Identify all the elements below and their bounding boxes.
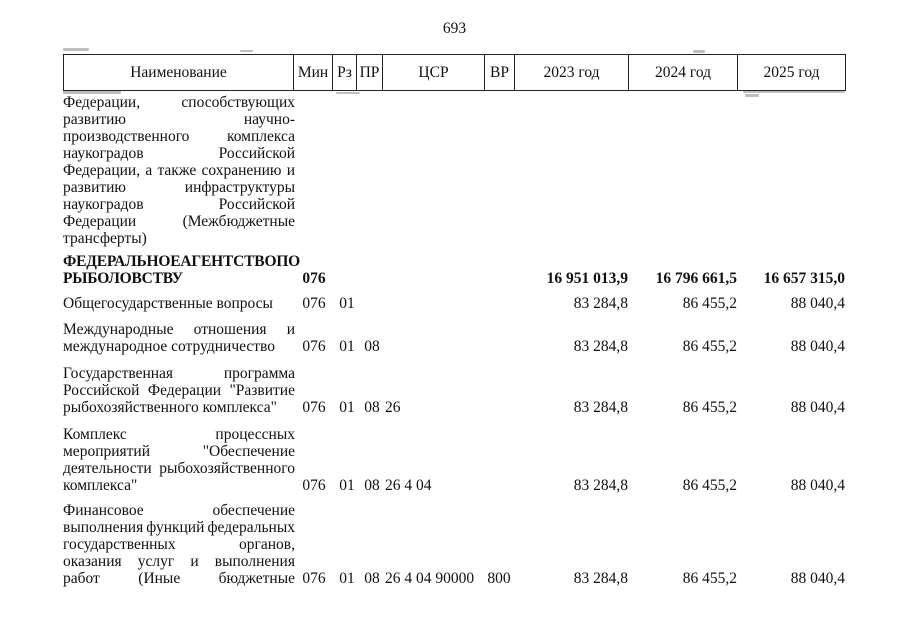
row-name-line: Комплекс процессных xyxy=(63,426,295,443)
cell-2023: 83 284,8 xyxy=(573,295,628,312)
header-cell-2023: 2023 год xyxy=(514,55,628,90)
cell-min: 076 xyxy=(302,338,326,355)
row-name-line: ФЕДЕРАЛЬНОЕ АГЕНТСТВО ПО xyxy=(63,253,301,270)
cell-min: 076 xyxy=(302,570,326,587)
cell-2024: 16 796 661,5 xyxy=(655,270,737,287)
row-name: Финансовое обеспечение выполнения функций фе… xyxy=(63,502,295,587)
page-number: 693 xyxy=(442,20,467,37)
cell-rz: 01 xyxy=(339,295,355,312)
cell-rz: 01 xyxy=(339,338,355,355)
row-name: Комплекс процессных мероприятий "Обеспечени… xyxy=(63,426,295,494)
row-name-line: трансферты) xyxy=(63,230,147,247)
row-name-line: выполнения функций федеральных xyxy=(63,519,295,536)
budget-table-header: Наименование Мин Рз ПР ЦСР ВР 2023 год 2… xyxy=(63,54,846,91)
row-name-line: развитию научно- xyxy=(63,111,295,128)
row-name-line: рыбохозяйственного комплекса" xyxy=(63,399,277,416)
header-cell-2025: 2025 год xyxy=(737,55,845,90)
cell-pr: 08 xyxy=(364,338,380,355)
cell-rz: 01 xyxy=(339,399,355,416)
cell-2024: 86 455,2 xyxy=(682,477,737,494)
cell-2023: 16 951 013,9 xyxy=(546,270,628,287)
row-name-line: Российской Федерации "Развитие xyxy=(63,382,295,399)
cell-2024: 86 455,2 xyxy=(682,338,737,355)
cell-rz: 01 xyxy=(339,570,355,587)
row-name-line: развитию инфраструктуры xyxy=(63,179,295,196)
row-name: Международные отношения и международное сот… xyxy=(63,321,295,355)
row-name-line: Финансовое обеспечение xyxy=(63,502,295,519)
row-name-line: работ (Иные бюджетные xyxy=(63,570,295,587)
header-cell-rz: Рз xyxy=(332,55,356,90)
scan-artifact xyxy=(693,50,705,53)
row-name-line: международное сотрудничество xyxy=(63,338,275,355)
header-cell-vr: ВР xyxy=(484,55,514,90)
row-name-line: комплекса" xyxy=(63,477,138,494)
cell-2023: 83 284,8 xyxy=(573,338,628,355)
row-name-line: государственных органов, xyxy=(63,536,295,553)
cell-csr: 26 4 04 90000 xyxy=(385,570,475,587)
row-name: Государственная программа Российской Федера… xyxy=(63,365,295,416)
row-name-line: Федерации (Межбюджетные xyxy=(63,213,295,230)
scan-artifact xyxy=(63,48,89,51)
row-name-line: РЫБОЛОВСТВУ xyxy=(63,270,183,287)
cell-2023: 83 284,8 xyxy=(573,477,628,494)
row-name-line: Федерации, способствующих xyxy=(63,94,295,111)
scan-artifact xyxy=(743,91,845,93)
cell-2025: 88 040,4 xyxy=(790,338,845,355)
scan-artifact xyxy=(745,94,759,97)
cell-2025: 88 040,4 xyxy=(790,295,845,312)
cell-min: 076 xyxy=(302,477,326,494)
row-name-line: наукоградов Российской xyxy=(63,145,295,162)
cell-2023: 83 284,8 xyxy=(573,399,628,416)
scan-artifact xyxy=(63,91,121,94)
table-row: Комплекс процессных мероприятий "Обеспечени… xyxy=(0,426,905,494)
header-cell-csr: ЦСР xyxy=(382,55,484,90)
row-name-line: мероприятий "Обеспечение xyxy=(63,443,295,460)
table-row: Государственная программа Российской Федера… xyxy=(0,365,905,416)
row-name-line: Международные отношения и xyxy=(63,321,295,338)
table-row: Финансовое обеспечение выполнения функций фе… xyxy=(0,502,905,587)
cell-2025: 88 040,4 xyxy=(790,477,845,494)
scan-artifact xyxy=(336,92,360,94)
budget-table-body: Федерации, способствующих развитию научно-п… xyxy=(0,94,905,587)
cell-pr: 08 xyxy=(364,399,380,416)
header-cell-2024: 2024 год xyxy=(628,55,737,90)
row-name-line: Федерации, а также сохранению и xyxy=(63,162,295,179)
cell-2025: 88 040,4 xyxy=(790,570,845,587)
scan-artifact xyxy=(240,50,253,52)
row-name-line: наукоградов Российской xyxy=(63,196,295,213)
header-cell-name: Наименование xyxy=(130,63,227,81)
row-name: Федерации, способствующих развитию научно-п… xyxy=(63,94,295,247)
cell-min: 076 xyxy=(302,270,326,287)
cell-pr: 08 xyxy=(364,477,380,494)
cell-min: 076 xyxy=(302,399,326,416)
row-name-line: Государственная программа xyxy=(63,365,295,382)
header-cell-pr: ПР xyxy=(356,55,382,90)
header-cell-min: Мин xyxy=(293,55,332,90)
row-name: Общегосударственные вопросы xyxy=(63,295,295,312)
cell-2023: 83 284,8 xyxy=(573,570,628,587)
cell-2024: 86 455,2 xyxy=(682,570,737,587)
cell-2025: 16 657 315,0 xyxy=(763,270,845,287)
table-row: Федерации, способствующих развитию научно-п… xyxy=(0,94,905,247)
table-row: ФЕДЕРАЛЬНОЕ АГЕНТСТВО ПО РЫБОЛОВСТВУ 076 16 9… xyxy=(0,253,905,287)
row-name-line: деятельности рыбохозяйственного xyxy=(63,460,295,477)
cell-pr: 08 xyxy=(364,570,380,587)
table-row: Общегосударственные вопросы 076 01 83 284,8… xyxy=(0,295,905,312)
row-name: ФЕДЕРАЛЬНОЕ АГЕНТСТВО ПО РЫБОЛОВСТВУ xyxy=(63,253,301,287)
cell-csr: 26 4 04 xyxy=(385,477,432,494)
cell-2025: 88 040,4 xyxy=(790,399,845,416)
table-row: Международные отношения и международное сот… xyxy=(0,321,905,355)
cell-rz: 01 xyxy=(339,477,355,494)
cell-vr: 800 xyxy=(487,570,511,587)
cell-2024: 86 455,2 xyxy=(682,295,737,312)
cell-csr: 26 xyxy=(385,399,401,416)
row-name-line: Общегосударственные вопросы xyxy=(63,295,273,312)
cell-min: 076 xyxy=(302,295,326,312)
row-name-line: производственного комплекса xyxy=(63,128,295,145)
cell-2024: 86 455,2 xyxy=(682,399,737,416)
row-name-line: оказания услуг и выполнения xyxy=(63,553,295,570)
